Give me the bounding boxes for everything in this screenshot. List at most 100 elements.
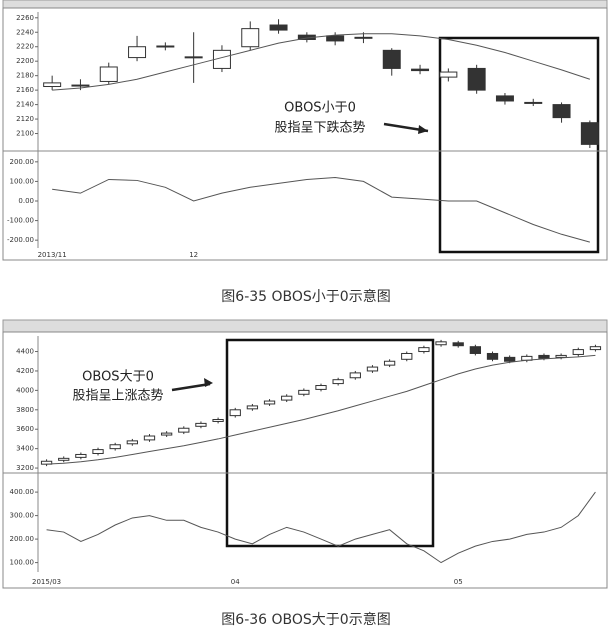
x-tick-label: 04: [231, 578, 240, 586]
annotation: 股指呈上涨态势: [72, 388, 163, 404]
caption: 图6-36 OBOS大于0示意图: [221, 611, 390, 628]
y-tick-label: 3800: [16, 406, 34, 414]
candle-body: [156, 45, 175, 48]
y-tick-label: 2260: [16, 14, 34, 22]
candle-body: [524, 101, 543, 104]
candle-body: [589, 346, 602, 351]
candle-body: [452, 342, 464, 347]
candle-body: [126, 440, 138, 445]
frame-2: [2, 319, 608, 589]
y-tick-label: 2120: [16, 115, 34, 123]
candle-body: [281, 395, 293, 401]
y-tick-label: -100.00: [7, 217, 34, 225]
candle-body: [354, 36, 373, 39]
y-tick-label: 2180: [16, 72, 34, 80]
candle-body: [315, 385, 327, 390]
candle-body: [229, 409, 241, 417]
ma-line: [46, 354, 596, 465]
y-tick-label: 4400: [16, 348, 34, 356]
candle-body: [58, 457, 70, 461]
candle-body: [109, 444, 121, 450]
y-tick-label: 100.00: [10, 177, 35, 185]
y-tick-label: 300.00: [10, 512, 35, 520]
candle-body: [212, 419, 224, 422]
arrow-head: [204, 378, 213, 387]
candle-body: [195, 422, 207, 427]
y-tick-label: 100.00: [10, 559, 35, 567]
x-tick-label: 2013/11: [38, 251, 67, 259]
y-tick-label: 400.00: [10, 488, 35, 496]
candle-body: [486, 352, 499, 360]
candle-body: [401, 352, 413, 360]
y-tick-label: 200.00: [10, 535, 35, 543]
frame-1: [2, 0, 608, 261]
candle-body: [178, 427, 190, 433]
arrow-head: [418, 125, 428, 134]
candle-body: [143, 435, 156, 441]
y-tick-label: 3400: [16, 445, 34, 453]
candle-body: [418, 347, 430, 353]
y-tick-label: 4200: [16, 367, 34, 375]
candle-body: [43, 82, 62, 88]
y-tick-label: 2200: [16, 57, 34, 65]
candle-body: [383, 360, 396, 366]
candle-body: [75, 453, 87, 458]
arrow: [171, 382, 211, 392]
chart-frame: [2, 7, 608, 261]
y-tick-label: 4000: [16, 386, 34, 394]
y-tick-label: 2160: [16, 86, 34, 94]
candle-body: [128, 46, 147, 59]
candle-body: [469, 346, 482, 354]
toolbar: [2, 0, 608, 9]
y-tick-label: 2240: [16, 28, 34, 36]
candle-body: [555, 354, 567, 358]
ma-line: [52, 33, 591, 91]
candle-body: [99, 66, 118, 82]
candle-body: [160, 432, 173, 436]
y-tick-label: 2140: [16, 101, 34, 109]
toolbar: [2, 319, 608, 333]
annotation: OBOS大于0: [82, 370, 154, 385]
candle-body: [246, 405, 259, 410]
y-tick-label: 200.00: [10, 158, 35, 166]
y-tick-label: 3600: [16, 425, 34, 433]
candle-body: [332, 379, 344, 385]
candle-body: [495, 95, 514, 102]
candle-body: [263, 400, 276, 405]
x-tick-label: 12: [189, 251, 198, 259]
annotation: 股指呈下跌态势: [274, 120, 365, 136]
candle-body: [298, 389, 310, 395]
candle-body: [580, 122, 599, 145]
candle-body: [382, 49, 401, 69]
candle-body: [411, 68, 430, 72]
y-tick-label: 2100: [16, 130, 34, 138]
candle-body: [92, 449, 104, 454]
candle-body: [241, 28, 260, 48]
highlight-box: [225, 338, 435, 548]
candle-body: [504, 356, 516, 362]
x-tick-label: 2015/03: [32, 578, 61, 586]
y-tick-label: 0.00: [18, 197, 34, 205]
candle-body: [552, 104, 571, 119]
candle-body: [572, 349, 584, 355]
candle-body: [439, 71, 458, 78]
candle-body: [269, 24, 288, 31]
candle-body: [71, 84, 90, 87]
highlight-box: [438, 36, 600, 254]
candle-body: [435, 341, 447, 346]
obos-line: [52, 176, 590, 243]
y-tick-label: -200.00: [7, 236, 34, 244]
chart-frame: [2, 331, 608, 589]
y-tick-label: 3200: [16, 464, 34, 472]
x-tick-label: 05: [454, 578, 463, 586]
candle-body: [349, 372, 361, 379]
obos-line: [46, 491, 596, 564]
candle-body: [326, 35, 345, 42]
y-tick-label: 2220: [16, 43, 34, 51]
candle-body: [366, 366, 379, 372]
candle-body: [467, 67, 486, 91]
annotation: OBOS小于0: [284, 101, 356, 116]
candle-body: [184, 56, 203, 59]
caption: 图6-35 OBOS小于0示意图: [221, 288, 390, 305]
